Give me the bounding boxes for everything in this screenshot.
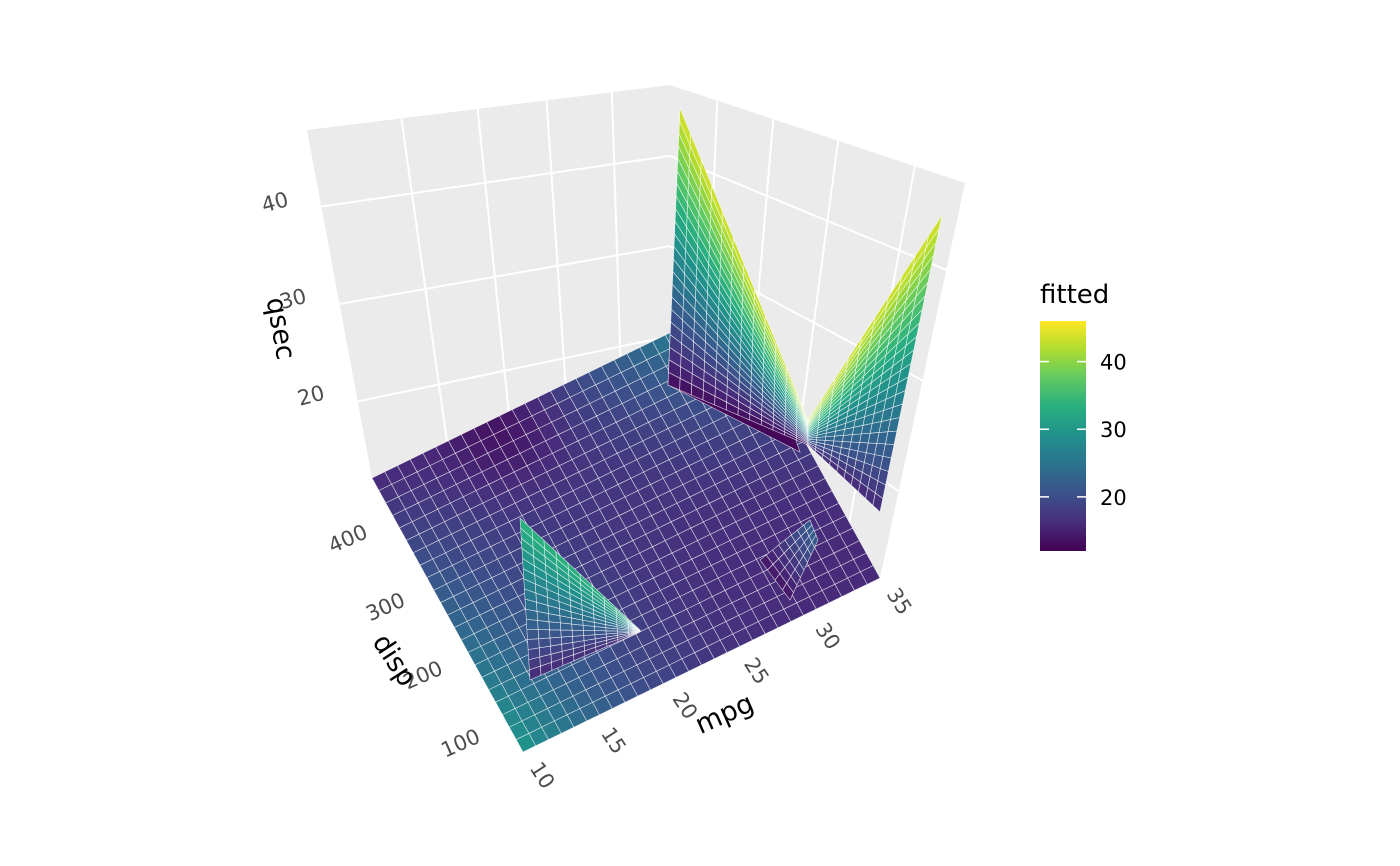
legend-tick-label: 30: [1100, 418, 1127, 442]
mpg-tick-label: 15: [596, 723, 631, 758]
legend-title: fitted: [1040, 280, 1109, 310]
legend: fitted 20 30 40: [1040, 280, 1127, 551]
mpg-tick-label: 25: [739, 653, 774, 688]
disp-tick-label: 100: [437, 724, 483, 762]
mpg-tick-label: 30: [810, 618, 845, 653]
fitted-surface: [371, 107, 943, 753]
qsec-tick-label: 20: [295, 381, 327, 411]
disp-tick-label: 400: [325, 520, 371, 558]
legend-tick-label: 40: [1100, 351, 1127, 375]
legend-ticks: 20 30 40: [1040, 351, 1127, 510]
legend-tick-label: 20: [1100, 486, 1127, 510]
mpg-tick-label: 35: [882, 584, 917, 619]
legend-colorbar: [1040, 321, 1086, 551]
disp-tick-label: 300: [362, 588, 408, 626]
qsec-tick-label: 40: [259, 187, 291, 217]
mpg-axis-title: mpg: [691, 688, 759, 741]
mpg-tick-label: 10: [525, 758, 560, 793]
